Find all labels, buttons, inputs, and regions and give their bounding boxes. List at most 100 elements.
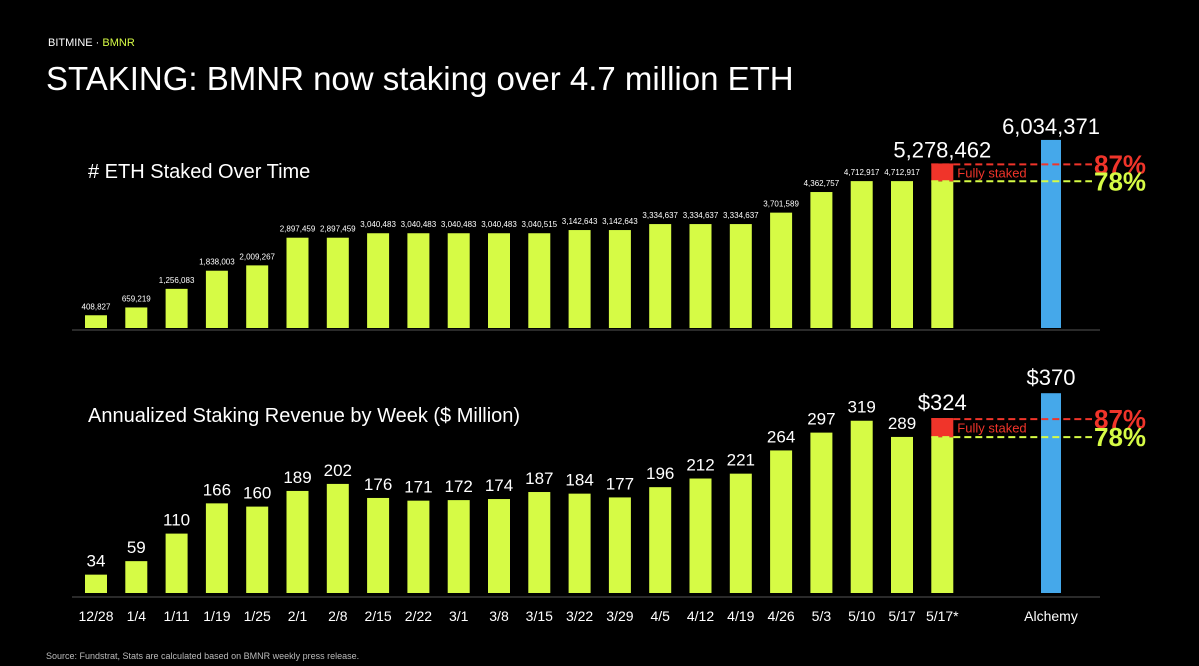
x-tick-label: 1/25 — [244, 608, 271, 624]
x-tick-label: 5/3 — [812, 608, 832, 624]
bar — [649, 487, 672, 593]
bar — [447, 500, 470, 593]
bar — [850, 420, 873, 593]
value-label: 4,362,757 — [804, 179, 840, 188]
bar — [407, 233, 430, 328]
x-tick-label: 4/26 — [767, 608, 794, 624]
bar — [729, 224, 752, 328]
bar — [608, 497, 631, 593]
brand: BITMINE · — [48, 37, 99, 49]
value-label: 160 — [243, 484, 271, 503]
bar — [528, 233, 551, 328]
value-label: 1,838,003 — [199, 258, 235, 267]
value-label: 3,040,483 — [441, 220, 477, 229]
bar — [125, 561, 148, 593]
annotation: Fully staked — [957, 421, 1026, 436]
footer: Source: Fundstrat, Stats are calculated … — [46, 651, 359, 661]
bar — [286, 490, 309, 593]
bar — [729, 473, 752, 593]
bar — [891, 436, 913, 593]
x-tick-label: 4/19 — [727, 608, 754, 624]
x-tick-label: 4/12 — [687, 608, 714, 624]
bar — [689, 478, 712, 593]
bar — [810, 432, 833, 593]
value-label: 3,701,589 — [763, 200, 799, 209]
x-tick-label: 2/8 — [328, 608, 348, 624]
value-label: 3,040,515 — [522, 220, 558, 229]
value-label: 202 — [324, 461, 352, 480]
value-label: 221 — [727, 451, 755, 470]
bar — [568, 493, 591, 593]
value-label: 264 — [767, 427, 795, 446]
x-tick-label: 1/4 — [127, 608, 147, 624]
brand-line: BITMINE · BMNR — [48, 37, 135, 49]
bar — [447, 233, 470, 328]
value-label: 3,334,637 — [683, 211, 719, 220]
bar — [528, 492, 551, 593]
x-tick-label: 1/11 — [163, 608, 189, 624]
value-label: 319 — [848, 398, 876, 417]
value-label: 2,897,459 — [320, 225, 356, 234]
bar — [165, 288, 188, 328]
annotation: Fully staked — [957, 165, 1026, 180]
bar — [246, 506, 269, 593]
bar — [891, 181, 913, 328]
value-label: 212 — [686, 456, 714, 475]
bar — [125, 307, 148, 328]
x-tick-label: 3/22 — [566, 608, 593, 624]
slide-title: STAKING: BMNR now staking over 4.7 milli… — [46, 60, 794, 97]
bar — [850, 181, 873, 328]
value-label: 196 — [646, 464, 674, 483]
chart-title: # ETH Staked Over Time — [88, 161, 310, 183]
x-tick-label: 2/15 — [364, 608, 391, 624]
value-label: 34 — [87, 552, 106, 571]
bar — [407, 500, 430, 593]
value-label: 6,034,371 — [1002, 114, 1100, 139]
bar — [649, 224, 672, 328]
value-label: 1,256,083 — [159, 276, 195, 285]
bar — [488, 233, 510, 328]
value-label: 4,712,917 — [884, 168, 920, 177]
chart-title: Annualized Staking Revenue by Week ($ Mi… — [88, 405, 520, 427]
value-label: 184 — [565, 471, 593, 490]
value-label: $324 — [918, 390, 967, 415]
value-label: 3,040,483 — [401, 220, 437, 229]
value-label: 2,009,267 — [239, 252, 275, 261]
bar — [326, 237, 349, 328]
value-label: 189 — [283, 468, 311, 487]
ticker: BMNR — [102, 37, 134, 49]
value-label: 177 — [606, 474, 634, 493]
bar — [205, 503, 228, 593]
x-tick-label: Alchemy — [1024, 608, 1078, 624]
value-label: 166 — [203, 480, 231, 499]
bar-staked-part — [931, 181, 954, 328]
x-tick-label: 3/1 — [449, 608, 469, 624]
value-label: 3,142,643 — [602, 217, 638, 226]
bar — [488, 499, 510, 593]
x-tick-label: 5/10 — [848, 608, 875, 624]
bar-fully-staked-part — [931, 163, 954, 182]
value-label: 2,897,459 — [280, 225, 316, 234]
reference-label: 78% — [1094, 166, 1146, 196]
bar — [568, 230, 591, 328]
value-label: 59 — [127, 538, 146, 557]
bar — [1041, 139, 1061, 328]
bar — [246, 265, 269, 328]
value-label: 297 — [807, 410, 835, 429]
x-tick-label: 3/15 — [526, 608, 553, 624]
bar — [770, 450, 793, 593]
bar — [85, 574, 107, 593]
x-tick-label: 4/5 — [650, 608, 670, 624]
bar — [326, 483, 349, 593]
value-label: 171 — [404, 478, 432, 497]
bar — [608, 230, 631, 328]
value-label: 408,827 — [82, 302, 111, 311]
bar — [205, 270, 228, 328]
x-tick-label: 3/29 — [606, 608, 633, 624]
bar — [1041, 393, 1061, 593]
bar-fully-staked-part — [931, 418, 954, 438]
value-label: 3,334,637 — [642, 211, 678, 220]
value-label: 3,040,483 — [481, 220, 517, 229]
value-label: 4,712,917 — [844, 168, 880, 177]
x-tick-label: 12/28 — [78, 608, 113, 624]
